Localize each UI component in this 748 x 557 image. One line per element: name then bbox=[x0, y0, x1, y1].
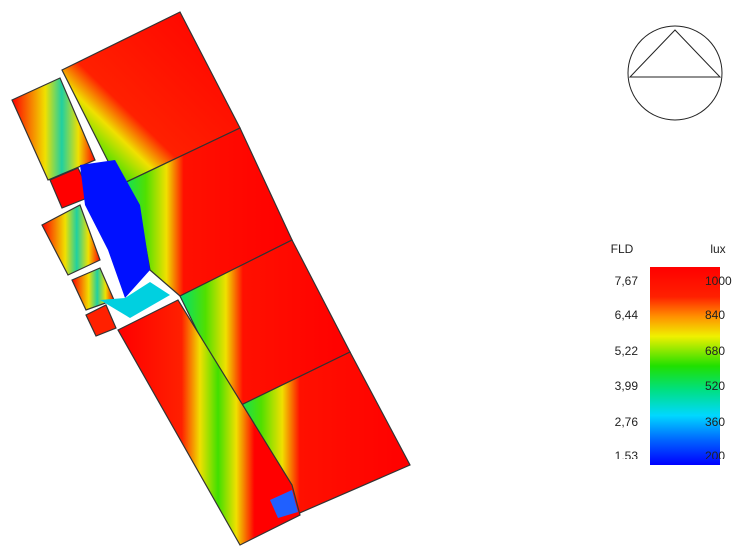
room bbox=[85, 304, 117, 337]
compass-triangle bbox=[628, 29, 722, 78]
room bbox=[41, 204, 101, 276]
fld-label: 7,67 bbox=[615, 274, 639, 288]
blue-patch bbox=[270, 490, 298, 518]
lux-label: 1000 bbox=[705, 274, 732, 288]
lux-label: 840 bbox=[705, 308, 725, 322]
fld-label: 1,53 bbox=[615, 449, 639, 463]
blue-zone bbox=[80, 160, 150, 298]
cyan-zone bbox=[100, 282, 170, 318]
legend: FLD lux 7,67 6,44 5,22 3,99 2,76 1,53 1000 840 6… bbox=[611, 242, 732, 465]
compass-circle bbox=[627, 25, 723, 121]
lux-label: 200 bbox=[705, 449, 725, 463]
floor-plan bbox=[11, 11, 411, 546]
lux-label: 520 bbox=[705, 379, 725, 393]
fld-label: 2,76 bbox=[615, 415, 639, 429]
fld-label: 5,22 bbox=[615, 344, 639, 358]
corridor-strip bbox=[117, 299, 301, 546]
fld-label: 3,99 bbox=[615, 379, 639, 393]
legend-header: FLD bbox=[611, 242, 634, 256]
legend-header: lux bbox=[710, 242, 725, 256]
compass bbox=[627, 25, 723, 121]
legend-labels: 7,67 6,44 5,22 3,99 2,76 1,53 1000 840 680 520 360… bbox=[615, 274, 732, 463]
color-scale bbox=[650, 267, 720, 465]
fld-label: 6,44 bbox=[615, 308, 639, 322]
lux-label: 680 bbox=[705, 344, 725, 358]
lux-label: 360 bbox=[705, 415, 725, 429]
room bbox=[11, 77, 96, 181]
